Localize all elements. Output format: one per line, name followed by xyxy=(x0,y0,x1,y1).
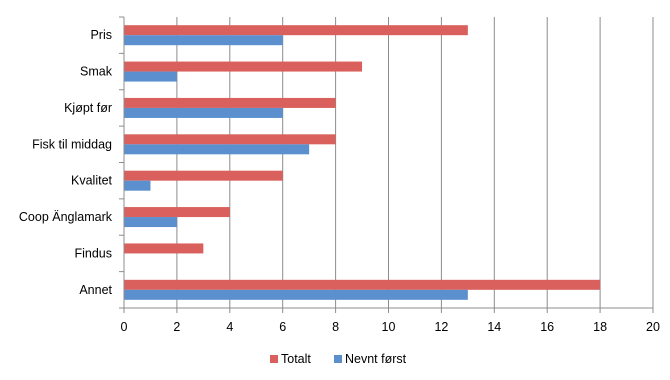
category-label-coop-anglamark: Coop Änglamark xyxy=(19,210,113,224)
bar-nevnt-forst-coop-anglamark xyxy=(124,217,177,228)
x-tick-label: 2 xyxy=(173,320,180,334)
bar-totalt-fisk-til-middag xyxy=(124,134,336,145)
bar-totalt-coop-anglamark xyxy=(124,207,230,218)
bar-nevnt-forst-fisk-til-middag xyxy=(124,144,310,155)
x-tick-label: 20 xyxy=(646,320,660,334)
legend-label-totalt: Totalt xyxy=(281,352,311,366)
legend-swatch-nevnt-forst xyxy=(334,355,342,363)
gridlines xyxy=(176,17,654,308)
x-tick-labels: 0 2 4 6 8 10 12 14 16 18 20 xyxy=(121,320,660,334)
category-label-annet: Annet xyxy=(79,283,112,297)
bar-totalt-kvalitet xyxy=(124,170,283,181)
bar-totalt-findus xyxy=(124,243,204,254)
bar-nevnt-forst-annet xyxy=(124,289,468,300)
category-label-smak: Smak xyxy=(80,65,113,79)
x-tick-label: 4 xyxy=(226,320,233,334)
category-label-kjopt-for: Kjøpt før xyxy=(64,101,112,115)
x-tick-label: 14 xyxy=(487,320,501,334)
bars xyxy=(124,25,601,300)
bar-nevnt-forst-smak xyxy=(124,71,177,82)
axes xyxy=(119,16,654,313)
bar-nevnt-forst-pris xyxy=(124,35,283,46)
bar-nevnt-forst-kvalitet xyxy=(124,180,151,191)
x-tick-label: 16 xyxy=(540,320,554,334)
bar-totalt-smak xyxy=(124,61,363,72)
bar-totalt-kjopt-for xyxy=(124,97,336,108)
x-tick-label: 18 xyxy=(593,320,607,334)
legend-swatch-totalt xyxy=(270,355,278,363)
category-label-pris: Pris xyxy=(90,28,112,42)
legend: Totalt Nevnt først xyxy=(270,352,407,366)
bar-totalt-annet xyxy=(124,279,601,290)
x-tick-label: 8 xyxy=(332,320,339,334)
legend-label-nevnt-forst: Nevnt først xyxy=(345,352,407,366)
x-tick-label: 6 xyxy=(279,320,286,334)
x-tick-label: 10 xyxy=(382,320,396,334)
x-tick-label: 12 xyxy=(434,320,448,334)
category-label-kvalitet: Kvalitet xyxy=(71,174,113,188)
category-labels: Pris Smak Kjøpt før Fisk til middag Kvalitet… xyxy=(19,28,113,297)
category-label-fisk-til-middag: Fisk til middag xyxy=(32,137,112,151)
category-label-findus: Findus xyxy=(74,246,112,260)
x-tick-label: 0 xyxy=(121,320,128,334)
bar-nevnt-forst-kjopt-for xyxy=(124,107,283,118)
bar-totalt-pris xyxy=(124,25,468,36)
